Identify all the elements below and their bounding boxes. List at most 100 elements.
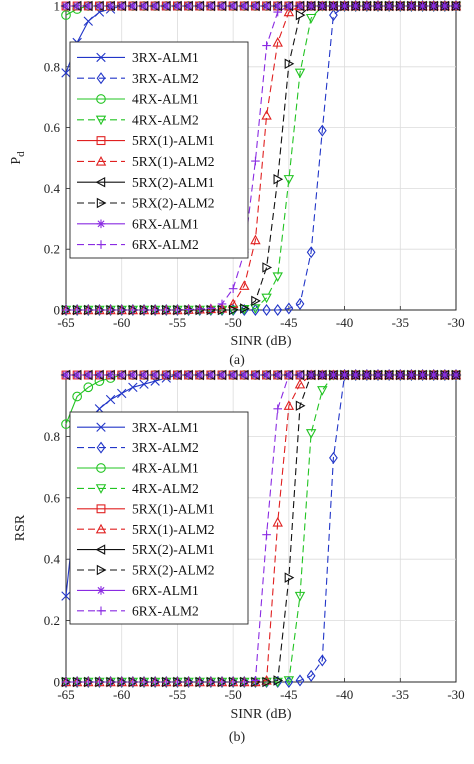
data-point-6RX-ALM2: [407, 370, 416, 380]
y-tick-label: 0.2: [44, 613, 60, 628]
data-point-6RX-ALM2: [317, 1, 327, 11]
x-tick-label: -45: [280, 315, 297, 330]
legend-marker-5RX(2)-ALM1: [95, 544, 106, 555]
data-point-5RX(2)-ALM2: [240, 303, 250, 314]
data-point-4RX-ALM2: [250, 304, 261, 314]
data-point-6RX-ALM2: [72, 305, 82, 315]
data-point-5RX(1)-ALM2: [272, 37, 283, 47]
legend-marker-5RX(1)-ALM2: [95, 523, 107, 534]
data-point-6RX-ALM1: [217, 1, 227, 11]
series-line-4RX-ALM2: [66, 5, 456, 311]
data-point-4RX-ALM2: [283, 676, 295, 686]
data-point-3RX-ALM2: [317, 124, 327, 137]
data-point-6RX-ALM2: [173, 677, 182, 687]
series-markers-6RX-ALM2: [61, 370, 461, 687]
data-point-6RX-ALM1: [106, 1, 115, 11]
data-point-3RX-ALM2: [317, 654, 327, 667]
data-point-6RX-ALM2: [362, 370, 372, 380]
data-point-6RX-ALM2: [228, 677, 238, 687]
data-point-6RX-ALM1: [228, 370, 238, 380]
legend-marker-3RX-ALM2: [96, 72, 106, 85]
data-point-5RX(2)-ALM2: [273, 174, 284, 185]
legend-b: 3RX-ALM1 3RX-ALM2 4RX-ALM1 4RX-ALM2 5RX(1)-A…: [69, 411, 249, 625]
data-point-6RX-ALM2: [273, 7, 283, 17]
data-point-6RX-ALM2: [284, 370, 294, 380]
legend-label-3RX-ALM2: 3RX-ALM2: [132, 71, 199, 86]
data-point-6RX-ALM2: [150, 677, 160, 687]
data-point-6RX-ALM2: [418, 1, 427, 11]
legend-marker-6RX-ALM1: [96, 219, 106, 229]
data-point-3RX-ALM2: [295, 674, 305, 687]
y-tick-label: 0.2: [44, 242, 60, 257]
data-point-5RX(2)-ALM2: [284, 572, 295, 583]
data-point-4RX-ALM2: [294, 591, 306, 602]
legend-label-3RX-ALM2: 3RX-ALM2: [132, 440, 199, 455]
data-point-6RX-ALM1: [72, 1, 82, 11]
data-point-6RX-ALM2: [451, 370, 461, 380]
data-point-6RX-ALM1: [139, 1, 149, 11]
data-point-6RX-ALM2: [195, 677, 205, 687]
y-tick-label: 0.4: [44, 181, 61, 196]
data-point-3RX-ALM1: [105, 394, 116, 405]
data-point-6RX-ALM2: [284, 1, 294, 11]
data-point-6RX-ALM2: [95, 677, 104, 687]
data-point-4RX-ALM2: [305, 13, 317, 24]
data-point-6RX-ALM1: [150, 370, 160, 380]
data-point-6RX-ALM2: [61, 677, 71, 687]
legend-marker-5RX(2)-ALM1: [95, 176, 106, 188]
data-point-6RX-ALM2: [329, 1, 338, 11]
data-point-6RX-ALM1: [206, 1, 216, 11]
legend-marker-5RX(1)-ALM1: [96, 504, 106, 514]
data-point-5RX(2)-ALM2: [262, 262, 273, 273]
x-axis-label-b: SINR (dB): [230, 707, 291, 722]
data-point-5RX(1)-ALM2: [294, 378, 306, 389]
legend-marker-5RX(2)-ALM2: [96, 197, 107, 209]
legend-label-6RX-ALM1: 6RX-ALM1: [132, 216, 199, 231]
data-point-3RX-ALM2: [284, 302, 294, 315]
data-point-6RX-ALM1: [95, 370, 104, 380]
data-point-3RX-ALM1: [139, 379, 149, 389]
data-point-4RX-ALM2: [261, 677, 272, 688]
data-point-3RX-ALM2: [273, 303, 283, 317]
data-point-6RX-ALM2: [295, 1, 305, 11]
data-point-6RX-ALM2: [117, 677, 127, 687]
data-point-4RX-ALM2: [283, 175, 295, 185]
data-point-6RX-ALM2: [362, 1, 372, 11]
legend-label-5RX(1)-ALM2: 5RX(1)-ALM2: [132, 154, 215, 169]
data-point-5RX(2)-ALM2: [273, 675, 284, 686]
data-point-6RX-ALM2: [117, 305, 127, 315]
legend-label-3RX-ALM1: 3RX-ALM1: [132, 420, 199, 435]
data-point-6RX-ALM2: [206, 304, 216, 313]
data-point-6RX-ALM1: [61, 1, 71, 11]
data-point-6RX-ALM2: [395, 1, 405, 11]
chart-panel-a: -65 -60 -55 -50 -45 -40 -35 -30 0 0.2 0.4 0.6 0.8 1 S…: [9, 0, 465, 368]
legend-marker-5RX(1)-ALM2: [95, 155, 107, 166]
data-point-6RX-ALM2: [262, 530, 271, 539]
data-point-6RX-ALM2: [106, 677, 115, 687]
legend-label-5RX(1)-ALM1: 5RX(1)-ALM1: [132, 133, 215, 148]
data-point-5RX(2)-ALM2: [228, 304, 239, 316]
y-tick-label: 0.8: [44, 429, 60, 444]
data-point-3RX-ALM2: [306, 669, 316, 682]
data-point-6RX-ALM1: [228, 1, 238, 11]
legend-label-5RX(1)-ALM2: 5RX(1)-ALM2: [132, 522, 215, 537]
panel-caption-b: (b): [229, 730, 246, 745]
x-tick-label: -55: [169, 687, 186, 702]
data-point-6RX-ALM1: [184, 370, 193, 380]
data-point-6RX-ALM1: [195, 1, 205, 11]
data-point-5RX(2)-ALM2: [295, 9, 306, 21]
data-point-6RX-ALM1: [161, 1, 171, 11]
data-point-6RX-ALM2: [407, 1, 416, 11]
data-point-4RX-ALM2: [227, 305, 239, 316]
legend-marker-3RX-ALM1: [96, 52, 106, 63]
legend-marker-3RX-ALM2: [96, 441, 106, 454]
legend-label-6RX-ALM1: 6RX-ALM1: [132, 583, 199, 598]
data-point-3RX-ALM1: [83, 16, 93, 26]
data-point-6RX-ALM2: [429, 370, 439, 380]
data-point-6RX-ALM1: [95, 1, 104, 11]
data-point-4RX-ALM1: [83, 382, 94, 393]
data-point-6RX-ALM2: [61, 305, 71, 315]
data-point-6RX-ALM1: [239, 1, 249, 11]
legend-marker-4RX-ALM1: [96, 94, 106, 104]
data-point-6RX-ALM2: [195, 304, 205, 314]
